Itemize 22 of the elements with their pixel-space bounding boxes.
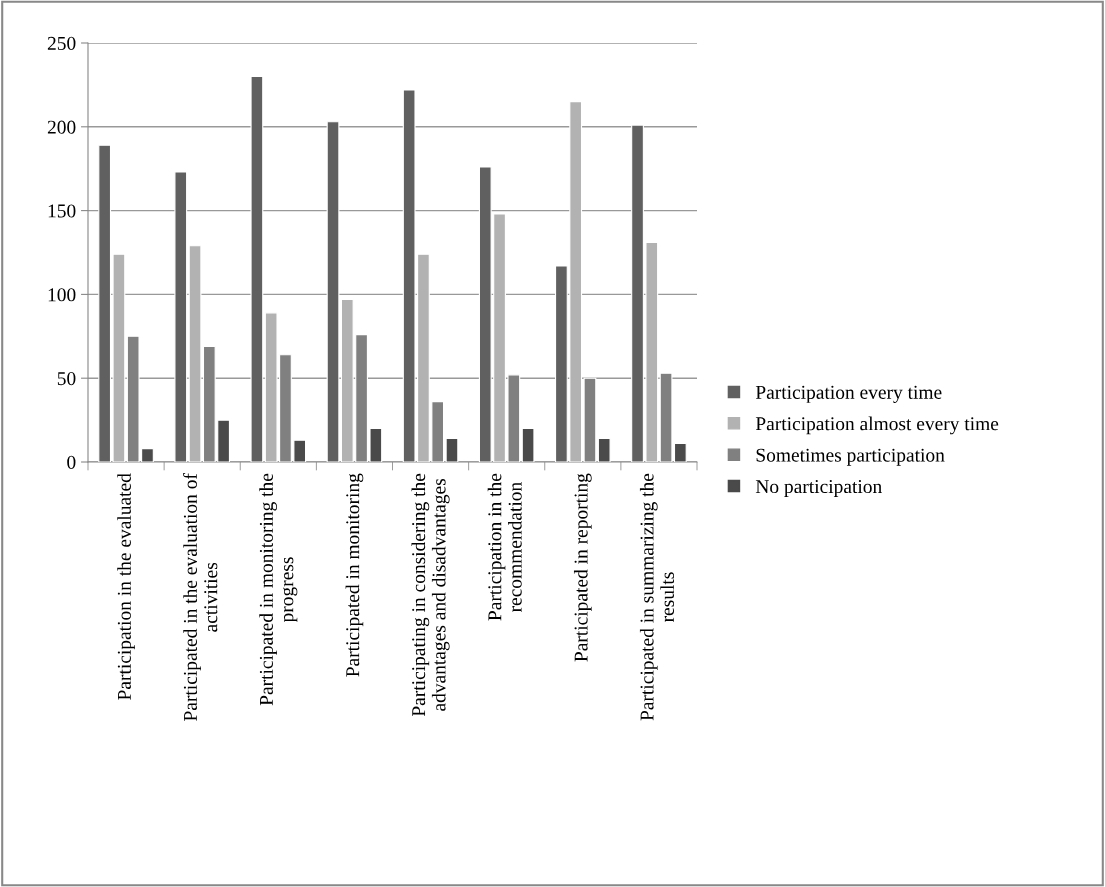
y-tick-label: 0 [67,455,76,469]
legend-label: No participation [755,480,882,498]
y-tick-label: 50 [57,372,76,386]
legend-label: Sometimes participation [756,448,945,466]
x-tick-label: Participating in considering the advantages and disadvantages [411,473,450,717]
x-tick-label: Participated in monitoring the progress [259,473,298,706]
x-tick-label: Participated in the evaluation of activities [183,473,218,721]
bar [521,427,535,462]
y-tick-label: 250 [47,36,76,50]
legend-label: Participation almost every time [755,416,999,435]
y-tick-label: 100 [48,288,76,302]
x-tick-label: Participation in the evaluated [117,473,135,700]
x-tick-label: Participated in monitoring [345,473,364,677]
x-tick-label: Participation in the recommendation [487,473,522,621]
legend-label: Participation every time [755,385,942,403]
y-tick-label: 200 [47,120,76,134]
bar [597,437,611,462]
y-tick-label: 150 [48,204,76,218]
bar [250,75,264,462]
x-tick-label: Participated in summarizing the results [639,473,674,721]
bar [174,171,188,462]
x-tick-label: Participated in reporting [573,473,592,662]
